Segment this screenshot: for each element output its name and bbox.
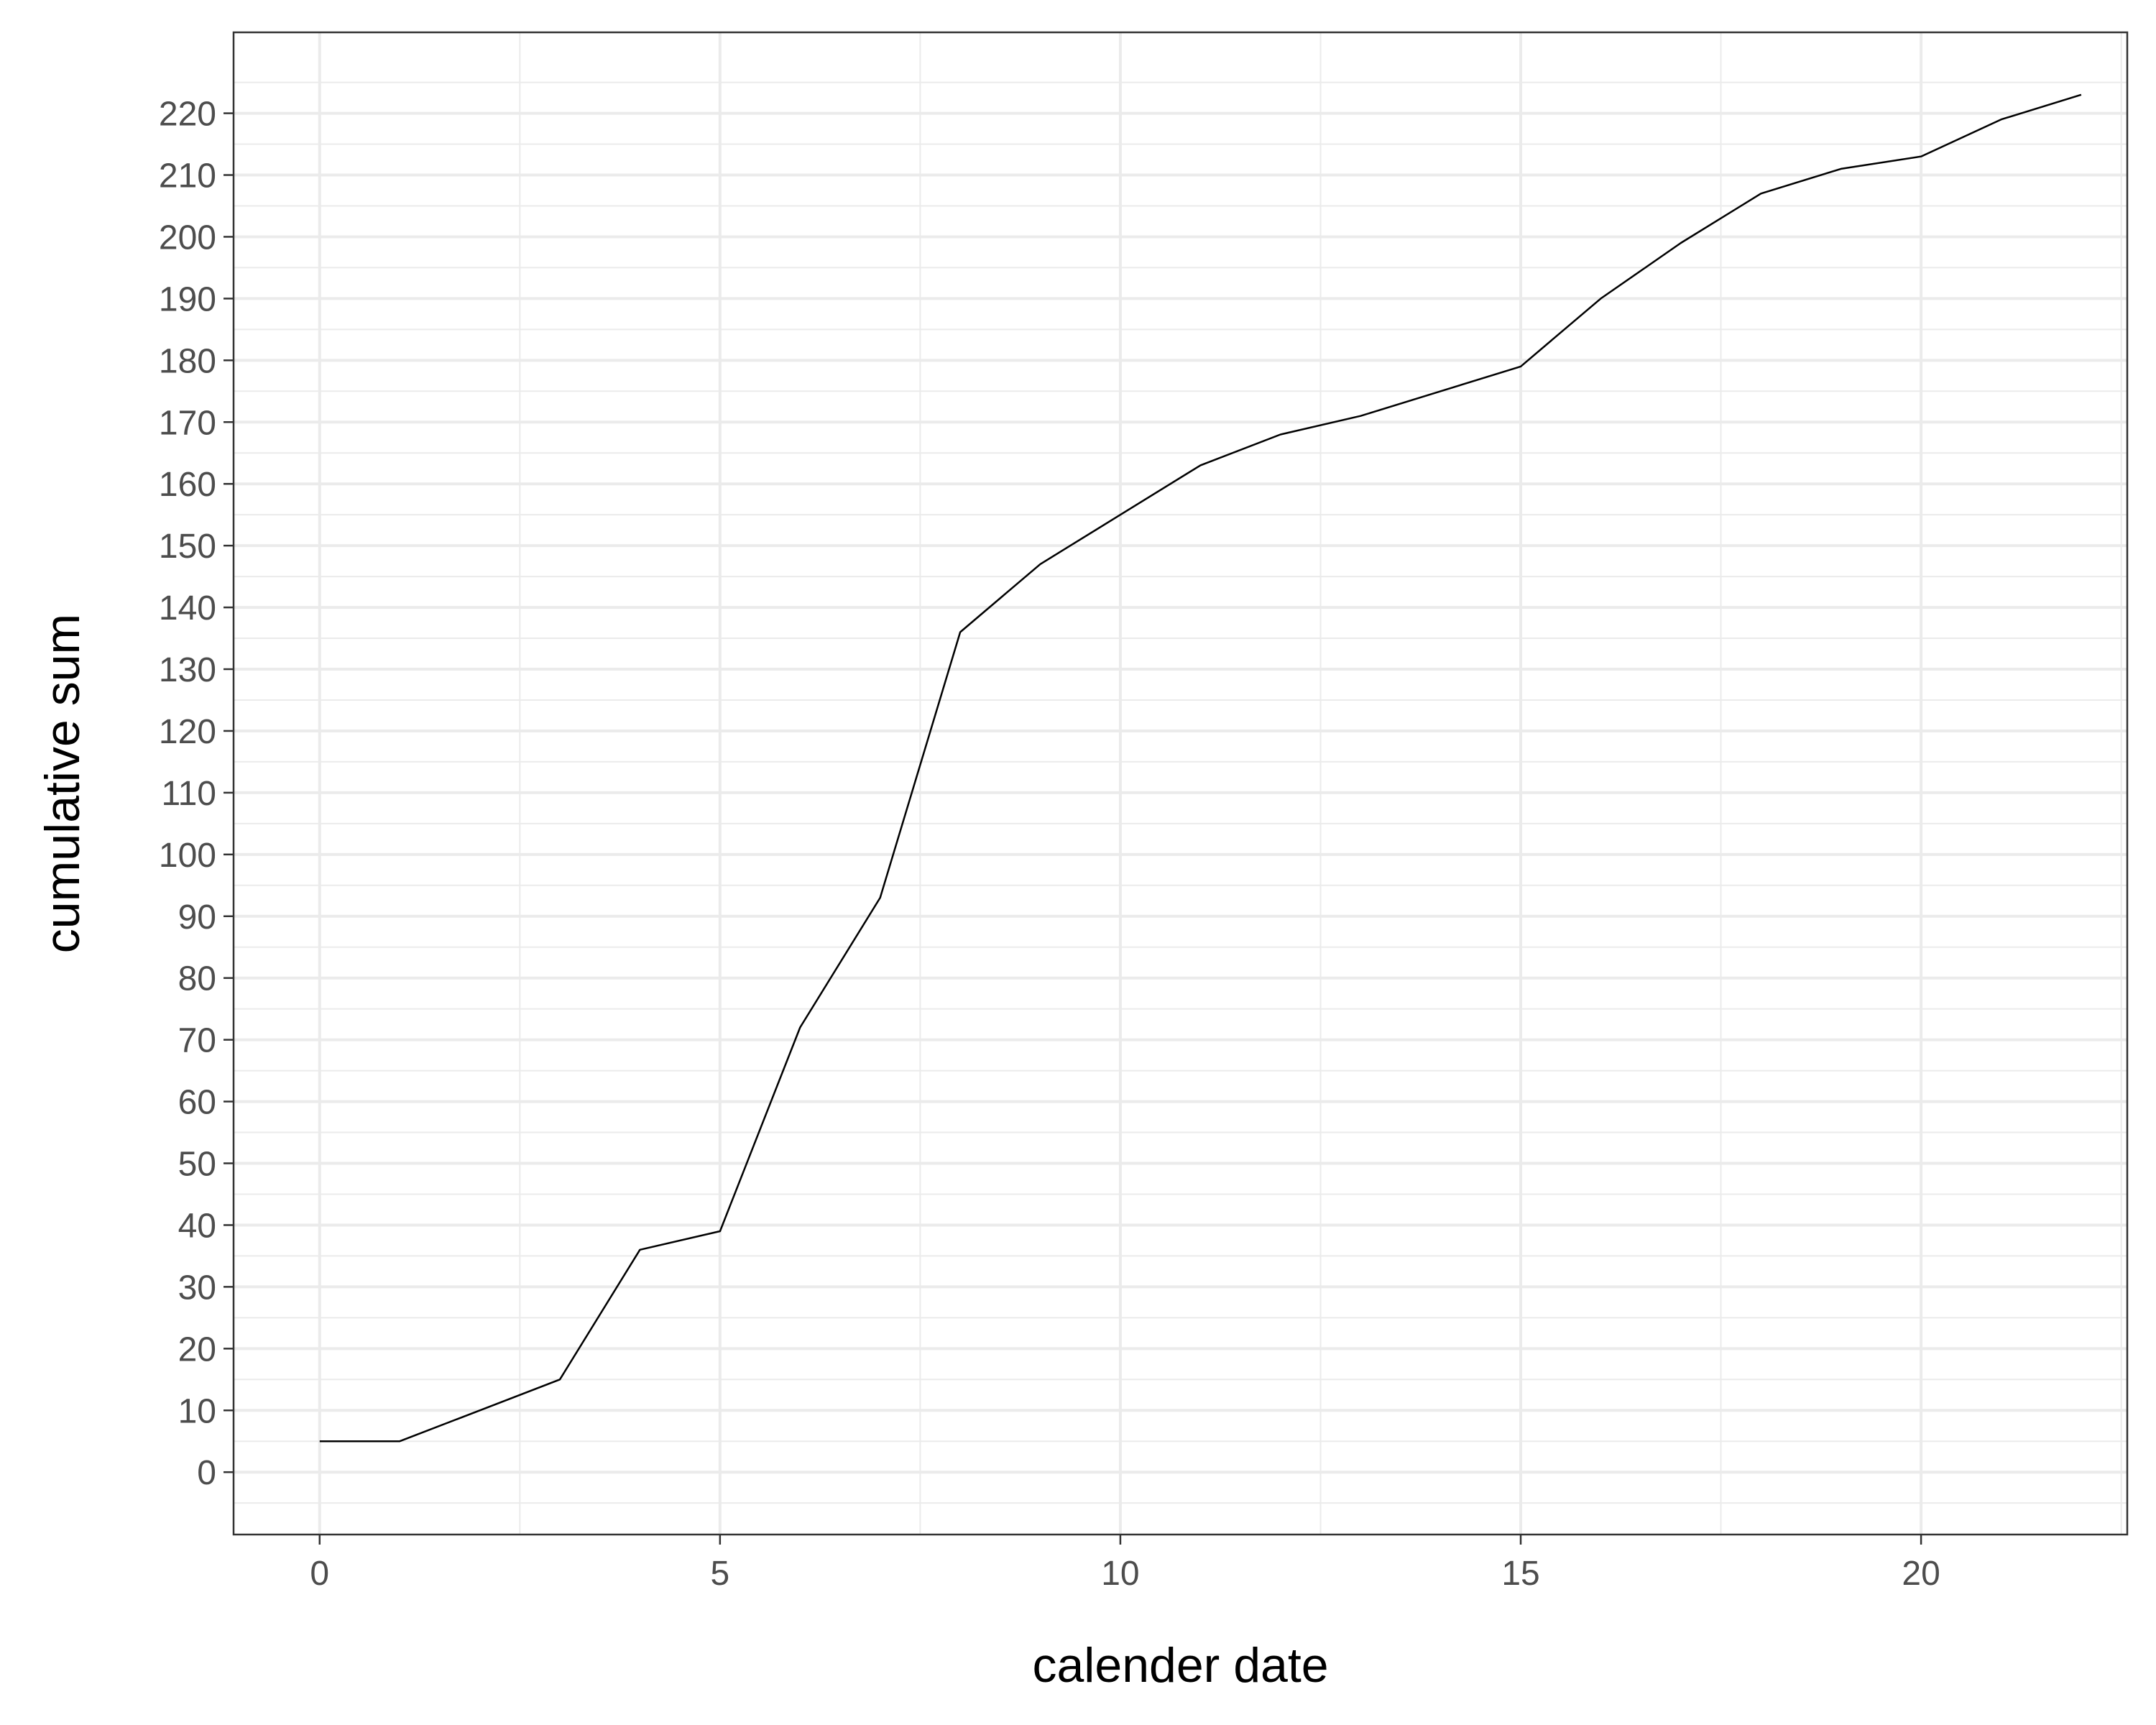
y-tick-label: 140 xyxy=(159,589,216,627)
y-tick-label: 20 xyxy=(178,1330,216,1368)
y-tick-label: 110 xyxy=(161,775,216,813)
y-tick-label: 60 xyxy=(178,1084,216,1122)
y-tick-label: 10 xyxy=(178,1392,216,1430)
series-layer xyxy=(319,93,2082,1443)
minor-gridlines xyxy=(234,32,2127,1535)
y-tick-label: 0 xyxy=(197,1454,216,1492)
y-tick-label: 80 xyxy=(178,960,216,998)
x-tick-label: 20 xyxy=(1902,1555,1940,1593)
y-tick-label: 170 xyxy=(159,404,216,442)
series-line xyxy=(319,93,2082,1443)
y-tick-label: 90 xyxy=(178,898,216,937)
x-tick-label: 10 xyxy=(1101,1555,1139,1593)
x-axis-title: calender date xyxy=(1032,1638,1328,1693)
y-tick-label: 200 xyxy=(159,218,216,257)
y-tick-label: 50 xyxy=(178,1146,216,1184)
y-tick-label: 150 xyxy=(159,528,216,566)
y-axis-ticks: 0 10 20 30 40 50 60 70 80 90 100 110 120 130 140 150 160… xyxy=(159,96,234,1492)
y-tick-label: 100 xyxy=(159,837,216,875)
y-tick-label: 130 xyxy=(159,651,216,689)
y-tick-label: 40 xyxy=(178,1207,216,1245)
y-tick-label: 30 xyxy=(178,1269,216,1307)
y-tick-label: 220 xyxy=(159,96,216,134)
y-tick-label: 210 xyxy=(159,157,216,196)
y-tick-label: 180 xyxy=(159,342,216,380)
y-tick-label: 120 xyxy=(159,713,216,751)
x-tick-label: 15 xyxy=(1501,1555,1539,1593)
x-axis-ticks: 0 5 10 15 20 xyxy=(310,1535,1940,1593)
plot-panel-border xyxy=(232,31,2129,1536)
y-tick-label: 190 xyxy=(159,280,216,318)
x-tick-label: 0 xyxy=(310,1555,329,1593)
major-gridlines xyxy=(234,32,2127,1535)
y-tick-label: 70 xyxy=(178,1022,216,1060)
y-axis-title: cumulative sum xyxy=(35,614,90,953)
y-tick-label: 160 xyxy=(159,466,216,504)
x-tick-label: 5 xyxy=(711,1555,730,1593)
